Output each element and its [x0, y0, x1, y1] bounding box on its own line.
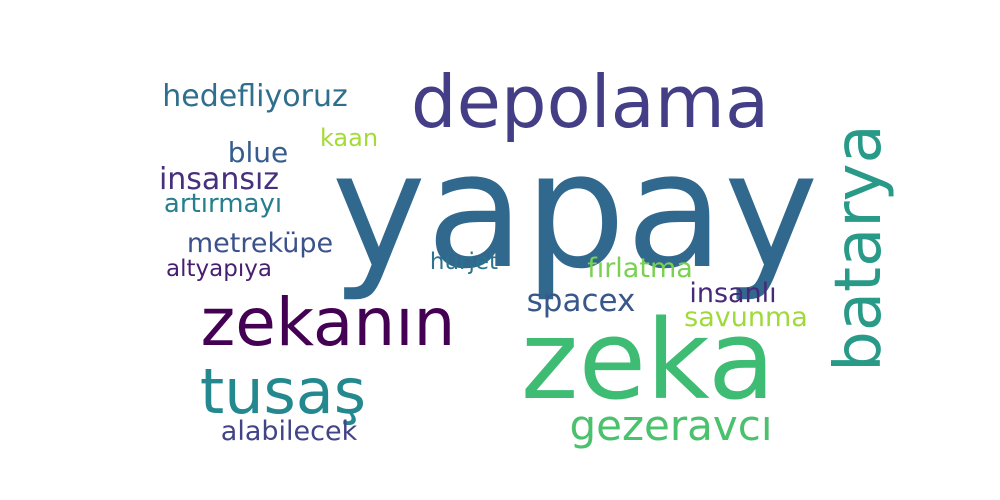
word-savunma: savunma: [684, 302, 808, 333]
word-metrekupe: metreküpe: [187, 228, 333, 259]
word-depolama: depolama: [411, 60, 769, 144]
word-yapay: yapay: [331, 117, 818, 304]
word-zekanin: zekanın: [201, 284, 456, 361]
word-alabilecek: alabilecek: [221, 416, 358, 447]
word-tusas: tusaş: [200, 355, 366, 428]
word-zeka: zeka: [521, 296, 776, 424]
word-insansiz: insansız: [159, 162, 279, 197]
word-blue: blue: [228, 136, 289, 169]
word-batarya: batarya: [822, 124, 896, 372]
word-hedefliyoruz: hedefliyoruz: [162, 79, 347, 114]
word-altyapiya: altyapıya: [166, 256, 272, 282]
word-hurjet: hürjet: [430, 249, 498, 275]
word-gezeravci: gezeravcı: [569, 401, 772, 450]
word-spacex: spacex: [527, 283, 636, 319]
word-kaan: kaan: [320, 124, 378, 152]
word-insanli: insanlı: [689, 278, 776, 309]
word-firlatma: fırlatma: [587, 253, 693, 284]
word-artirmayi: artırmayı: [164, 189, 282, 219]
